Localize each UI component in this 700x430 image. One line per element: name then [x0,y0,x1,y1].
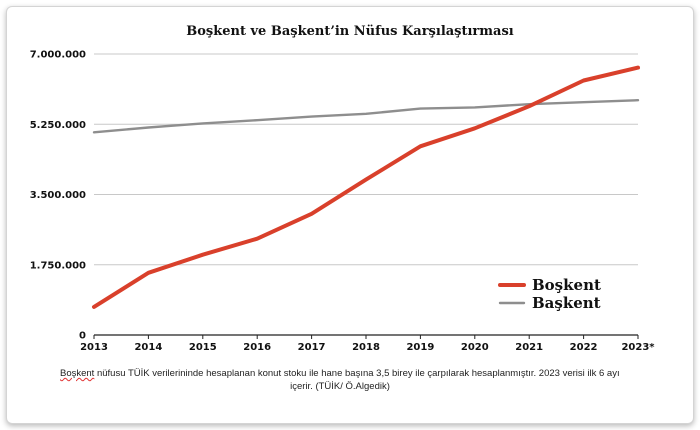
x-tick-label: 2017 [298,342,326,353]
x-tick-label: 2019 [406,342,434,353]
footnote: Boşkent nüfusu TÜİK verilerininde hesapl… [60,367,660,393]
x-tick-label: 2020 [461,342,489,353]
y-tick-label: 1.750.000 [30,260,86,271]
x-tick-label: 2021 [515,342,543,353]
series-line-boskent [92,65,640,309]
x-tick-label: 2014 [134,342,162,353]
series-line-baskent [92,98,640,134]
x-tick-label: 2023* [621,342,655,353]
y-tick-label: 7.000.000 [30,50,86,61]
grid-lines [94,53,638,266]
chart-title: Boşkent ve Başkent’in Nüfus Karşılaştırm… [186,24,514,39]
x-tick-label: 2018 [352,342,380,353]
chart-card [6,6,694,424]
series-lines [92,65,640,309]
y-tick-label: 3.500.000 [30,190,86,201]
footnote-lead: Boşkent [60,368,95,379]
y-tick-label: 0 [79,331,86,342]
footnote-line2: içerir. (TÜİK/ Ö.Algedik) [290,381,390,392]
x-tick-label: 2013 [80,342,108,353]
legend-label: Boşkent [532,276,601,294]
x-tick-label: 2022 [570,342,598,353]
footnote-line1: nüfusu TÜİK verilerininde hesaplanan kon… [94,368,620,379]
legend-label: Başkent [532,294,601,312]
x-tick-label: 2015 [189,342,217,353]
y-tick-label: 5.250.000 [30,120,86,131]
x-tick-labels: 2013 2014 2015 2016 2017 2018 2019 2020 2021 2022… [80,342,655,353]
x-tick-label: 2016 [243,342,271,353]
axes [93,334,639,339]
y-tick-labels: 0 1.750.000 3.500.000 5.250.000 7.000.000 [30,50,86,342]
